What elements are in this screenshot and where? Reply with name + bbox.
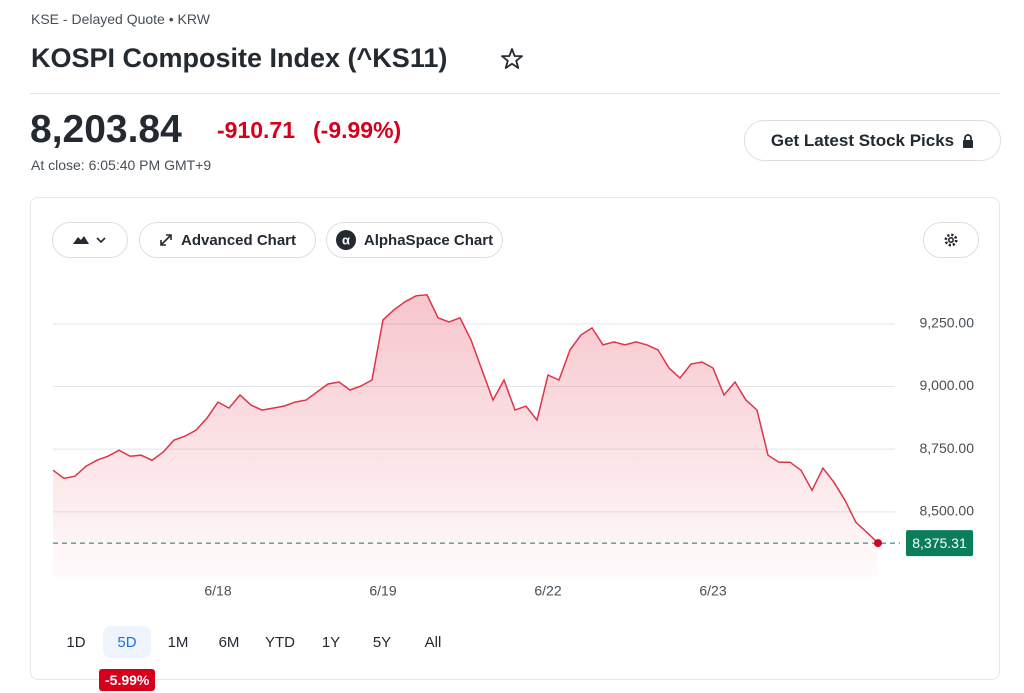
range-button[interactable]: All	[424, 633, 442, 651]
change-percent: (-9.99%)	[313, 117, 402, 143]
alphaspace-chart-button[interactable]: α AlphaSpace Chart	[326, 222, 503, 258]
svg-text:α: α	[342, 232, 350, 247]
x-tick-label: 6/22	[534, 583, 561, 599]
range-button[interactable]: 1M	[167, 633, 189, 651]
y-tick-label: 9,250.00	[920, 315, 975, 331]
lock-icon	[963, 133, 974, 148]
y-tick-label: 9,000.00	[920, 377, 975, 393]
chart-type-icon	[73, 236, 106, 244]
y-tick-label: 8,500.00	[920, 503, 975, 519]
star-icon[interactable]	[500, 47, 524, 71]
alpha-icon: α	[335, 230, 356, 250]
range-button[interactable]: 1D	[66, 633, 86, 651]
range-button[interactable]: 5Y	[372, 633, 392, 651]
exchange: KSE - Delayed Quote • KRW	[31, 11, 210, 27]
range-selector: 1D 5D 1M 6M YTD 1Y 5Y All	[52, 626, 460, 658]
price: 8,203.84	[30, 108, 182, 151]
divider	[30, 93, 1000, 94]
last-point	[874, 539, 882, 548]
x-tick-label: 6/18	[204, 583, 231, 599]
advanced-chart-button[interactable]: Advanced Chart	[139, 222, 316, 258]
stock-picks-label: Get Latest Stock Picks	[770, 130, 955, 150]
close-time: At close: 6:05:40 PM GMT+9	[31, 157, 212, 173]
stock-picks-button[interactable]: Get Latest Stock Picks	[744, 120, 1001, 161]
change: -910.71	[217, 117, 296, 143]
range-button[interactable]: 6M	[218, 633, 240, 651]
x-tick-label: 6/19	[369, 583, 396, 599]
chart-type-button[interactable]	[52, 222, 128, 258]
price-line	[52, 294, 879, 544]
range-button[interactable]: YTD	[265, 633, 295, 651]
current-price-label: 8,375.31	[912, 535, 967, 551]
gear-icon	[944, 233, 958, 247]
y-tick-label: 8,750.00	[920, 440, 975, 456]
advanced-chart-label: Advanced Chart	[180, 231, 297, 249]
current-price-box	[906, 530, 973, 557]
chart-card	[30, 197, 1000, 680]
x-tick-label: 6/23	[699, 583, 726, 599]
expand-icon	[160, 234, 172, 246]
title: KOSPI Composite Index (^KS11)	[31, 43, 448, 73]
range-button[interactable]: 1Y	[321, 633, 341, 651]
range-change-badge: -5.99%	[99, 669, 156, 691]
alphaspace-chart-label: AlphaSpace Chart	[363, 231, 494, 249]
area	[53, 294, 878, 577]
settings-button[interactable]	[923, 222, 979, 258]
range-button[interactable]: 5D	[103, 626, 151, 658]
